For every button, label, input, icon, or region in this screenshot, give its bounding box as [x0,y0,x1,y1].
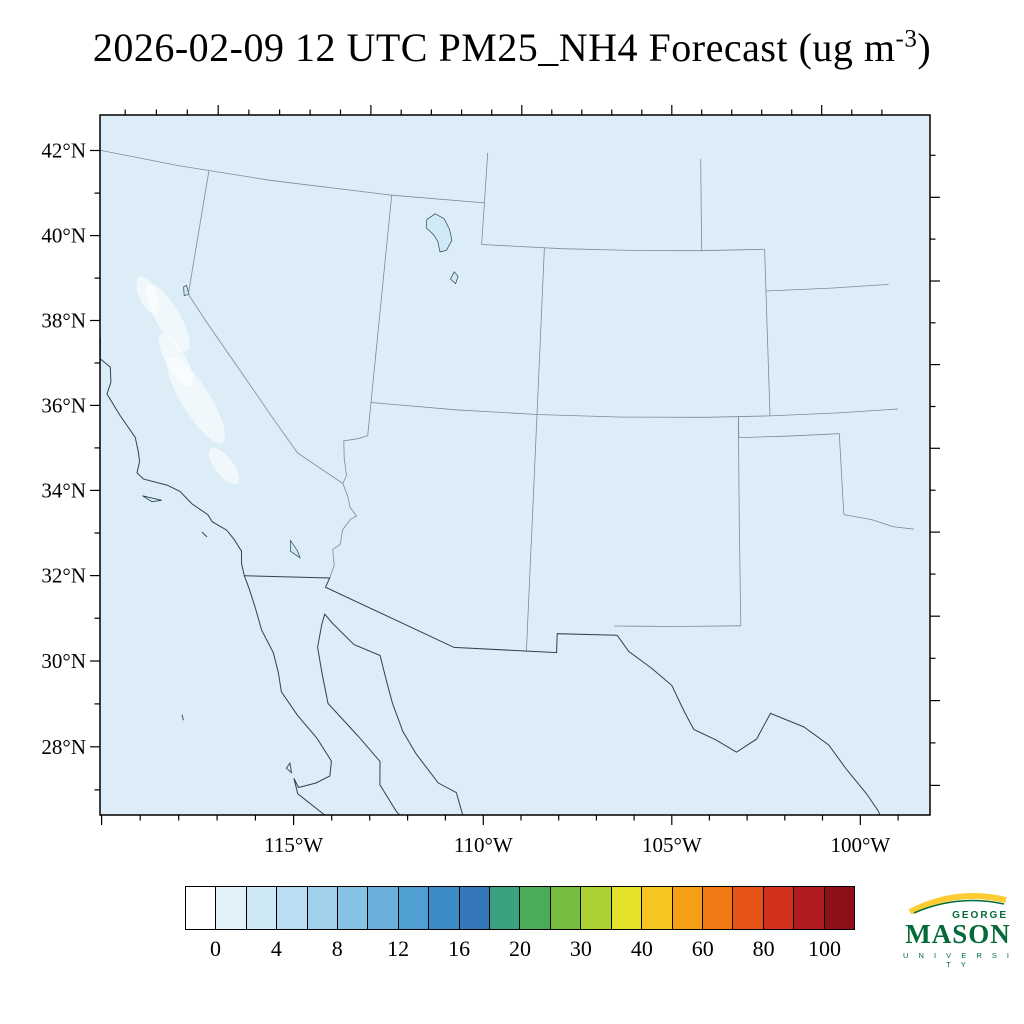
colorbar-box [215,886,247,930]
plot-title-exponent: -3 [895,25,918,53]
state-border [370,402,771,418]
colorbar-tick-label: 4 [270,936,282,961]
lon-label: 110°W [454,833,513,857]
colorbar-box [276,886,308,930]
state-border [764,249,771,416]
state-border [769,408,899,417]
colorbar-tick-label: 100 [808,936,842,961]
state-border [187,170,344,484]
coastline [317,613,464,815]
lake [289,539,301,559]
low-concentration-patch [158,333,194,387]
state-border [100,149,485,204]
colorbar-tick-label: 80 [752,936,775,961]
plot-title-close: ) [917,25,932,70]
state-border [765,284,889,292]
colorbar-box [489,886,521,930]
state-border [481,152,489,245]
logo-george-text: GEORGE [952,910,1008,921]
state-border [481,244,702,252]
colorbar-box [306,886,339,930]
state-border [738,433,840,438]
colorbar-box [428,886,460,930]
island [201,531,208,538]
colorbar-box [458,886,491,930]
lat-label: 32°N [41,564,86,588]
colorbar-box [671,886,703,930]
colorbar-tick-label: 12 [387,936,410,961]
colorbar-box [641,886,673,930]
lat-label: 42°N [41,139,86,163]
colorbar-box [610,886,643,930]
lat-label: 40°N [41,224,86,248]
logo-swoosh-icon [908,893,1007,914]
colorbar-box [701,886,734,930]
state-border [700,158,703,251]
state-border [329,483,358,579]
colorbar-box [185,886,217,930]
state-border [526,414,538,652]
plot-title: 2026-02-09 12 UTC PM25_NH4 Forecast (ug … [0,24,1024,71]
colorbar-box [245,886,278,930]
colorbar-tick-label: 40 [630,936,653,961]
state-border [536,247,545,415]
colorbar-box [580,886,612,930]
low-concentration-patch [136,276,160,314]
state-border [367,195,393,436]
map-geography-layer [100,115,930,815]
international-border [616,635,881,815]
coastline [100,332,332,815]
low-concentration-patch [208,447,240,485]
island [181,714,184,721]
lake [450,271,459,285]
international-border [244,575,618,654]
state-border [738,416,742,626]
colorbar-box [519,886,551,930]
colorbar-tick-label: 8 [331,936,343,961]
colorbar-box [762,886,795,930]
colorbar-box [397,886,430,930]
lat-label: 28°N [41,735,86,759]
plot-title-text: 2026-02-09 12 UTC PM25_NH4 Forecast (ug … [92,25,896,70]
island [142,495,162,503]
state-border [614,625,741,627]
lon-label: 115°W [264,833,323,857]
colorbar-box [823,886,855,930]
island [285,761,293,774]
state-border [838,433,845,515]
colorbar-labels: 0 4 8 12 16 20 30 40 60 80 100 [185,936,855,964]
lon-label: 105°W [642,833,702,857]
lat-label: 36°N [41,393,86,417]
map-frame [99,114,931,816]
colorbar [185,886,855,930]
logo-mason-text: MASON [905,919,1011,949]
logo-university-text: U N I V E R S I T Y [902,951,1013,969]
colorbar-box [732,886,764,930]
colorbar-box [367,886,399,930]
gmu-logo: GEORGE MASON U N I V E R S I T Y [900,890,1016,969]
colorbar-box [337,886,369,930]
state-border [342,435,368,484]
concentration-field-background [100,115,930,815]
lake [183,284,190,297]
colorbar-tick-label: 16 [448,936,471,961]
state-border [843,514,914,530]
colorbar-tick-label: 0 [209,936,221,961]
state-border [701,248,765,252]
lake [425,213,453,253]
colorbar-tick-label: 60 [691,936,714,961]
lat-label: 30°N [41,649,86,673]
colorbar-box [549,886,582,930]
colorbar-tick-label: 30 [569,936,592,961]
lat-label: 38°N [41,309,86,333]
lon-label: 100°W [830,833,890,857]
lat-label: 34°N [41,478,86,502]
colorbar-tick-label: 20 [509,936,531,961]
colorbar-box [793,886,825,930]
